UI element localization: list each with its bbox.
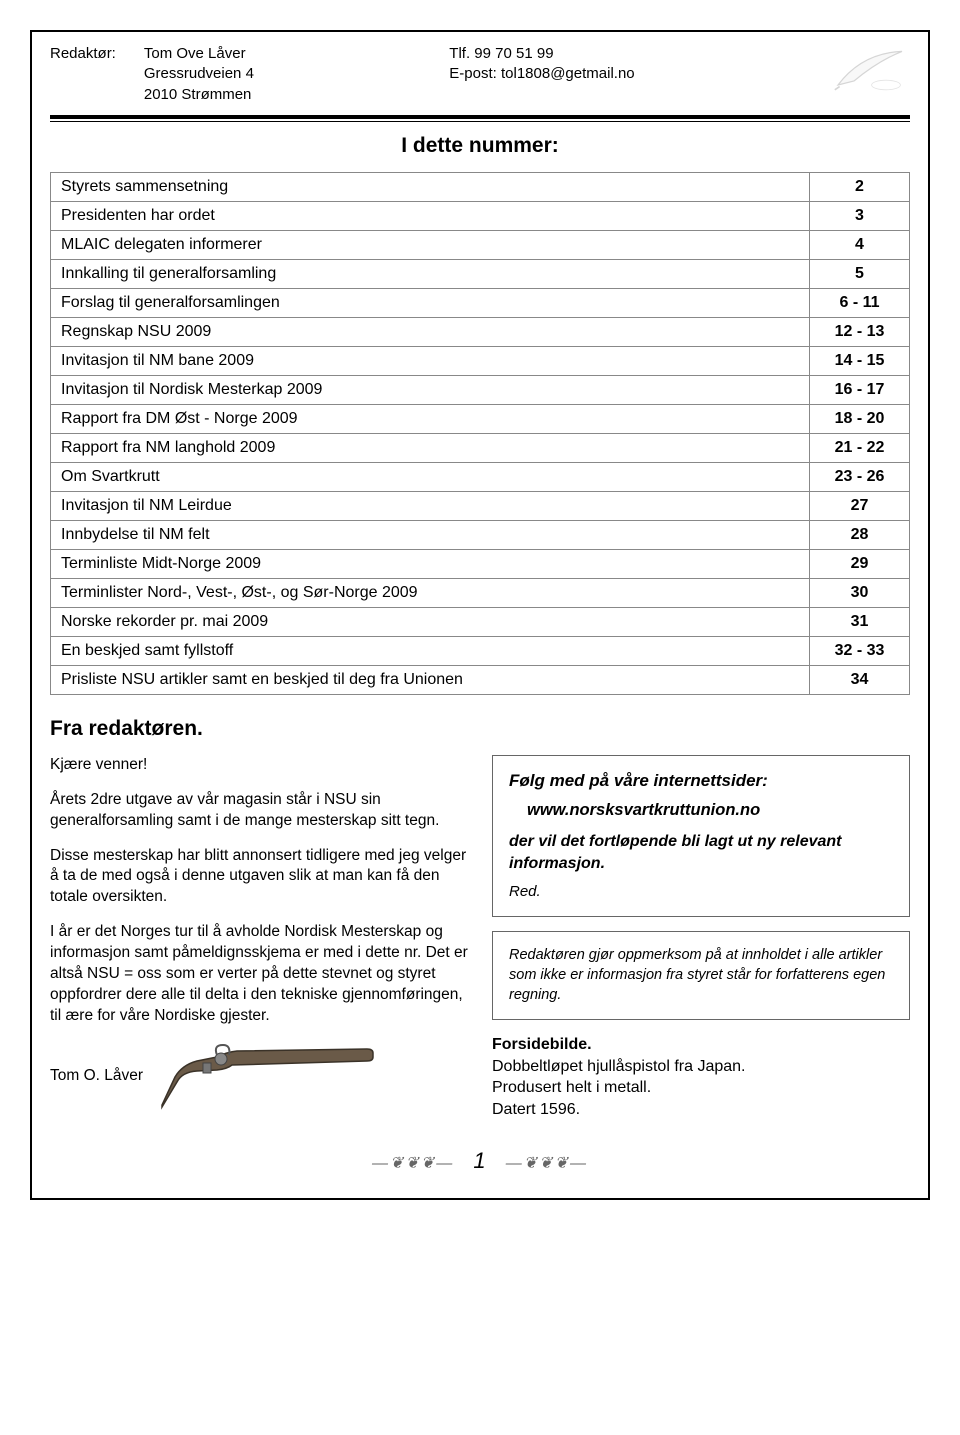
toc-row: Regnskap NSU 200912 - 13 xyxy=(51,317,910,346)
toc-title: Terminlister Nord-, Vest-, Øst-, og Sør-… xyxy=(51,578,810,607)
editor-p1: Årets 2dre utgave av vår magasin står i … xyxy=(50,790,468,832)
toc-row: Terminliste Midt-Norge 200929 xyxy=(51,549,910,578)
phone-label: Tlf. xyxy=(449,45,470,62)
toc-title: Presidenten har ordet xyxy=(51,201,810,230)
toc-page: 4 xyxy=(810,230,910,259)
cover-block: Forsidebilde. Dobbeltløpet hjullåspistol… xyxy=(492,1034,910,1120)
page-frame: Redaktør: Tom Ove Låver Gressrudveien 4 … xyxy=(30,30,930,1200)
toc-row: Om Svartkrutt23 - 26 xyxy=(51,462,910,491)
greeting: Kjære venner! xyxy=(50,755,468,776)
footer-deco-left: ―❦❦❦― xyxy=(372,1153,454,1173)
columns: Kjære venner! Årets 2dre utgave av vår m… xyxy=(50,755,910,1121)
page-footer: ―❦❦❦― 1 ―❦❦❦― xyxy=(50,1148,910,1174)
toc-page: 34 xyxy=(810,665,910,694)
toc-title: Norske rekorder pr. mai 2009 xyxy=(51,607,810,636)
editor-name: Tom Ove Låver xyxy=(144,44,254,64)
toc-page: 5 xyxy=(810,259,910,288)
toc-row: Innkalling til generalforsamling5 xyxy=(51,259,910,288)
header-left: Redaktør: Tom Ove Låver Gressrudveien 4 … xyxy=(50,44,254,105)
toc-row: Styrets sammensetning2 xyxy=(51,172,910,201)
editor-column: Kjære venner! Årets 2dre utgave av vår m… xyxy=(50,755,468,1117)
editor-signature: Tom O. Låver xyxy=(50,1066,143,1087)
editor-address-1: Gressrudveien 4 xyxy=(144,64,254,84)
toc-page: 29 xyxy=(810,549,910,578)
toc-page: 31 xyxy=(810,607,910,636)
editor-p3: I år er det Norges tur til å avholde Nor… xyxy=(50,922,468,1027)
editor-address-2: 2010 Strømmen xyxy=(144,85,254,105)
editor-label: Redaktør: xyxy=(50,45,116,62)
rule-thick xyxy=(50,115,910,119)
toc-row: En beskjed samt fyllstoff32 - 33 xyxy=(51,636,910,665)
quill-icon xyxy=(830,44,910,100)
toc-row: Rapport fra NM langhold 200921 - 22 xyxy=(51,433,910,462)
toc-title: Invitasjon til NM Leirdue xyxy=(51,491,810,520)
follow-lead: Følg med på våre internettsider: xyxy=(509,770,893,793)
toc-title: Invitasjon til Nordisk Mesterkap 2009 xyxy=(51,375,810,404)
email-label: E-post: xyxy=(449,65,497,82)
toc-title: Rapport fra DM Øst - Norge 2009 xyxy=(51,404,810,433)
toc-title: Innkalling til generalforsamling xyxy=(51,259,810,288)
follow-sig: Red. xyxy=(509,882,893,902)
toc-page: 30 xyxy=(810,578,910,607)
toc-page: 32 - 33 xyxy=(810,636,910,665)
toc-page: 14 - 15 xyxy=(810,346,910,375)
toc-title: Om Svartkrutt xyxy=(51,462,810,491)
toc-page: 6 - 11 xyxy=(810,288,910,317)
cover-title: Forsidebilde. xyxy=(492,1034,910,1056)
email-value: tol1808@getmail.no xyxy=(501,65,635,82)
toc-row: Rapport fra DM Øst - Norge 200918 - 20 xyxy=(51,404,910,433)
toc-title: Innbydelse til NM felt xyxy=(51,520,810,549)
section-title: Fra redaktøren. xyxy=(50,717,910,741)
cover-l2: Produsert helt i metall. xyxy=(492,1077,910,1099)
follow-body: der vil det fortløpende bli lagt ut ny r… xyxy=(509,831,893,874)
page-number: 1 xyxy=(473,1148,486,1173)
toc-row: Forslag til generalforsamlingen6 - 11 xyxy=(51,288,910,317)
toc-title: MLAIC delegaten informerer xyxy=(51,230,810,259)
toc-row: Presidenten har ordet3 xyxy=(51,201,910,230)
toc-title: Forslag til generalforsamlingen xyxy=(51,288,810,317)
header: Redaktør: Tom Ove Låver Gressrudveien 4 … xyxy=(50,44,910,105)
toc-row: Terminlister Nord-, Vest-, Øst-, og Sør-… xyxy=(51,578,910,607)
toc-page: 28 xyxy=(810,520,910,549)
toc-title: Terminliste Midt-Norge 2009 xyxy=(51,549,810,578)
notice-text: Redaktøren gjør oppmerksom på at innhold… xyxy=(509,947,885,1002)
toc-page: 23 - 26 xyxy=(810,462,910,491)
toc-title: En beskjed samt fyllstoff xyxy=(51,636,810,665)
toc-page: 16 - 17 xyxy=(810,375,910,404)
toc-page: 27 xyxy=(810,491,910,520)
toc-page: 18 - 20 xyxy=(810,404,910,433)
toc-title: Prisliste NSU artikler samt en beskjed t… xyxy=(51,665,810,694)
phone-value: 99 70 51 99 xyxy=(474,45,553,62)
toc-page: 21 - 22 xyxy=(810,433,910,462)
notice-box: Redaktøren gjør oppmerksom på at innhold… xyxy=(492,931,910,1020)
toc-row: Innbydelse til NM felt28 xyxy=(51,520,910,549)
toc-row: Invitasjon til Nordisk Mesterkap 200916 … xyxy=(51,375,910,404)
cover-l3: Datert 1596. xyxy=(492,1099,910,1121)
cover-l1: Dobbeltløpet hjullåspistol fra Japan. xyxy=(492,1056,910,1078)
musket-icon xyxy=(157,1037,377,1117)
editor-p2: Disse mesterskap har blitt annonsert tid… xyxy=(50,846,468,909)
follow-box: Følg med på våre internettsider: www.nor… xyxy=(492,755,910,918)
issue-title: I dette nummer: xyxy=(50,134,910,158)
toc-title: Invitasjon til NM bane 2009 xyxy=(51,346,810,375)
rule-thin xyxy=(50,121,910,122)
toc-title: Styrets sammensetning xyxy=(51,172,810,201)
footer-deco-right: ―❦❦❦― xyxy=(506,1153,588,1173)
toc-row: MLAIC delegaten informerer4 xyxy=(51,230,910,259)
toc-page: 2 xyxy=(810,172,910,201)
follow-url: www.norsksvartkruttunion.no xyxy=(527,799,893,821)
toc-page: 12 - 13 xyxy=(810,317,910,346)
toc-title: Regnskap NSU 2009 xyxy=(51,317,810,346)
toc-row: Invitasjon til NM Leirdue27 xyxy=(51,491,910,520)
toc-row: Norske rekorder pr. mai 200931 xyxy=(51,607,910,636)
toc-page: 3 xyxy=(810,201,910,230)
toc-table: Styrets sammensetning2Presidenten har or… xyxy=(50,172,910,695)
toc-title: Rapport fra NM langhold 2009 xyxy=(51,433,810,462)
sidebar-column: Følg med på våre internettsider: www.nor… xyxy=(492,755,910,1121)
toc-row: Prisliste NSU artikler samt en beskjed t… xyxy=(51,665,910,694)
toc-row: Invitasjon til NM bane 200914 - 15 xyxy=(51,346,910,375)
header-contact: Tlf. 99 70 51 99 E-post: tol1808@getmail… xyxy=(449,44,634,85)
